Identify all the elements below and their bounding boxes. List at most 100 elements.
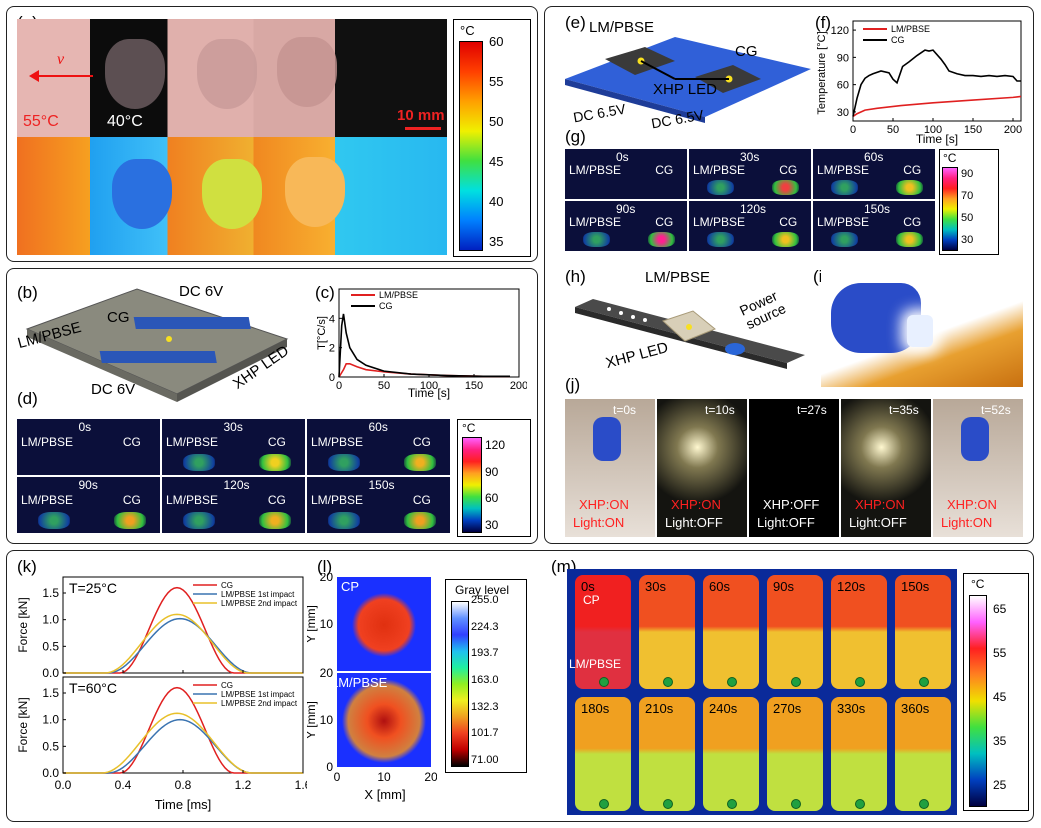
y-tick-label: 0.5 <box>42 639 59 653</box>
hotspot-lm <box>707 180 735 195</box>
colorbar-tick: 120 <box>485 438 506 452</box>
frame-right-label: CG <box>655 163 674 177</box>
frame-left-label: LM/PBSE <box>311 434 364 449</box>
video-frame: t=0s XHP:ON Light:ON <box>565 399 655 537</box>
hotspot-lm <box>831 232 859 247</box>
thermal-frame: 120s <box>831 575 887 689</box>
frame-time: t=0s <box>613 403 637 417</box>
x-tick-label: 200 <box>510 380 527 392</box>
series-line-lm-pbse <box>852 95 1022 118</box>
colorbar-l-title: Gray level <box>455 583 510 597</box>
frame-time: 0s <box>581 579 595 594</box>
velocity-arrow <box>33 75 93 77</box>
colorbar-l <box>451 601 469 767</box>
frame-light-status: Light:OFF <box>665 515 723 530</box>
y-tick-label: 1.0 <box>42 613 59 627</box>
hotspot-cg <box>771 180 799 195</box>
frame-time: 60s <box>709 579 730 594</box>
frame-right-label: CG <box>903 163 922 177</box>
hotspot-lm <box>831 180 859 195</box>
legend-label: LM/PBSE <box>891 24 930 34</box>
thermal-frame: 240s <box>703 697 759 811</box>
glove-hand <box>961 417 989 461</box>
frame-time: 150s <box>901 579 930 594</box>
thermal-frame: 210s <box>639 697 695 811</box>
series-line <box>63 718 303 774</box>
hotspot-cg <box>647 232 675 247</box>
colorbar-l-frame <box>445 579 527 773</box>
legend-label: LM/PBSE 1st impact <box>221 690 295 699</box>
x-tick-label: 150 <box>465 380 483 392</box>
dic-spot-cp <box>352 593 416 657</box>
thermal-frame: 0s <box>575 575 631 689</box>
y-tick-label: 10 <box>320 713 334 727</box>
frame-time: 360s <box>901 701 930 716</box>
colorbar-tick: 55 <box>489 74 504 89</box>
led-dot <box>791 677 801 687</box>
x-tick-label: 1.2 <box>235 778 252 792</box>
frame-left-label: LM/PBSE <box>21 492 74 507</box>
setup-e-diagram <box>565 37 811 123</box>
legend-label: CG <box>379 301 393 311</box>
legend-label: LM/PBSE 2nd impact <box>221 599 298 608</box>
colorbar-tick: 30 <box>485 518 499 532</box>
colorbar-tick: 55 <box>993 646 1007 660</box>
y-tick-label: 10 <box>320 617 334 631</box>
x-tick-label: 100 <box>924 124 942 136</box>
thermal-frame: 30s LM/PBSE CG <box>689 149 811 199</box>
panel-label-g: (g) <box>565 127 586 146</box>
hotspot-lm <box>328 453 360 471</box>
colorbar-tick: 30 <box>961 234 974 246</box>
thermal-frame: 330s <box>831 697 887 811</box>
colorbar-tick: 50 <box>961 212 974 224</box>
led-dot <box>919 677 929 687</box>
y-tick-label: 90 <box>837 52 849 64</box>
led-dot <box>855 677 865 687</box>
temp-hot-label: 55°C <box>23 113 59 130</box>
thermal-butterfly-3 <box>285 157 345 227</box>
frame-right-label: CG <box>267 434 286 449</box>
frame-left-label: LM/PBSE <box>569 163 622 177</box>
hotspot-cg <box>771 232 799 247</box>
x-tick-label: 100 <box>420 380 438 392</box>
legend-label: LM/PBSE 1st impact <box>221 590 295 599</box>
y-tick-label: 0 <box>326 760 333 774</box>
y-tick-label: 20 <box>320 666 334 680</box>
x-tick-label: 150 <box>964 124 982 136</box>
thermal-frame: 30s <box>639 575 695 689</box>
frame-left-label: LM/PBSE <box>21 434 74 449</box>
colorbar-tick: 255.0 <box>471 594 499 606</box>
h-lm: LM/PBSE <box>645 269 711 286</box>
e-cg: CG <box>735 43 758 60</box>
x-tick-label: 0 <box>334 770 341 784</box>
panel-label-j: (j) <box>565 375 581 394</box>
panel-label-l: (l) <box>317 557 333 576</box>
frame-time: t=35s <box>889 403 919 417</box>
x-tick-label: 1.6 <box>295 778 307 792</box>
frame-light-status: Light:ON <box>573 515 625 530</box>
frame-time: t=10s <box>705 403 735 417</box>
colorbar-tick: 71.00 <box>471 754 499 766</box>
colorbar-tick: 163.0 <box>471 674 499 686</box>
setup-b-diagram <box>25 288 289 402</box>
x-tick-label: 50 <box>378 380 390 392</box>
frame-xhp-status: XHP:ON <box>947 497 997 512</box>
m-label-cp: CP <box>583 593 600 607</box>
y-axis-label: Temperature [°C] <box>816 31 828 114</box>
y-axis-label: Force [kN] <box>16 597 30 652</box>
y-tick-label: 0.0 <box>42 766 59 780</box>
y-axis-label: Y [mm] <box>307 701 318 739</box>
thermal-frame: 60s <box>703 575 759 689</box>
frame-right-label: CG <box>779 163 798 177</box>
frame-left-label: LM/PBSE <box>693 163 746 177</box>
hotspot-cg <box>404 511 436 529</box>
frame-xhp-status: XHP:OFF <box>763 497 820 512</box>
b-cg: CG <box>107 309 130 326</box>
e-led: XHP LED <box>653 81 717 98</box>
x-axis-label: Time [s] <box>408 386 450 400</box>
hotspot-cg <box>895 232 923 247</box>
frame-time: 150s <box>864 202 891 216</box>
led-dot <box>791 799 801 809</box>
led-dot <box>919 799 929 809</box>
